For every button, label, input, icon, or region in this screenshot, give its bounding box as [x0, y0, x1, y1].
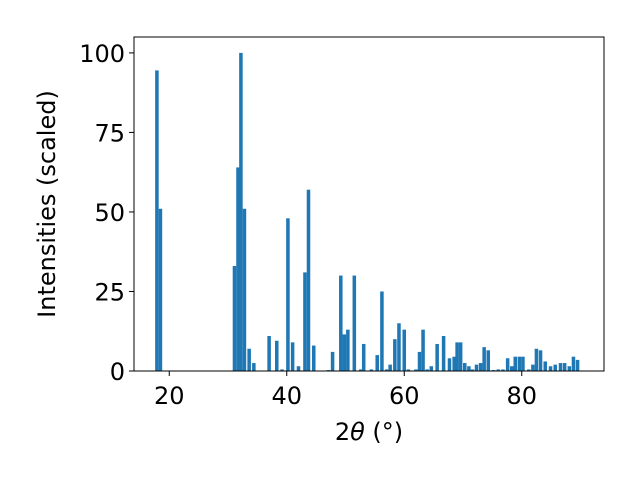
bar: [455, 342, 459, 371]
bar: [352, 275, 357, 371]
bar: [517, 356, 522, 371]
bar: [380, 291, 384, 371]
x-tick-label: 80: [506, 382, 537, 410]
bar: [486, 350, 491, 371]
bar: [505, 358, 510, 371]
x-axis-label-symbol: θ: [350, 418, 365, 446]
bar: [306, 189, 311, 371]
bar: [252, 363, 256, 371]
bar: [384, 369, 389, 371]
bar: [452, 356, 456, 371]
bar: [247, 348, 251, 371]
bar: [342, 334, 347, 371]
bar: [548, 366, 553, 371]
bar: [521, 356, 525, 371]
y-tick-label: 25: [94, 278, 125, 306]
bar: [286, 218, 290, 371]
y-tick-label: 100: [79, 40, 125, 68]
x-axis-label: 2θ (°): [335, 418, 403, 446]
bar: [402, 329, 407, 371]
bar: [275, 340, 279, 371]
bar: [441, 336, 446, 371]
y-tick-label: 0: [110, 358, 125, 386]
bar: [474, 364, 479, 371]
bar: [239, 52, 243, 372]
bar: [267, 336, 271, 371]
bar: [312, 345, 316, 371]
bar: [393, 339, 397, 371]
bar: [296, 366, 301, 371]
bar: [527, 369, 531, 371]
bar: [470, 369, 475, 371]
bar: [510, 366, 514, 371]
bar: [571, 356, 576, 371]
bar: [406, 369, 411, 371]
bar: [369, 369, 374, 371]
bar: [543, 361, 548, 371]
bar: [421, 329, 425, 371]
bar: [435, 343, 439, 371]
bar: [290, 342, 295, 371]
bar: [425, 369, 429, 371]
bar: [553, 364, 557, 371]
bar: [534, 348, 539, 371]
bar: [513, 356, 518, 371]
x-axis-ticks: 20 40 60 80: [154, 371, 537, 410]
bar: [359, 369, 363, 371]
bar: [242, 208, 247, 371]
bar: [388, 364, 392, 371]
y-axis-ticks: 0 25 50 75 100: [79, 40, 134, 386]
bar: [463, 363, 467, 371]
bar: [501, 369, 505, 371]
bar: [531, 364, 535, 371]
bar: [562, 363, 567, 371]
y-tick-label: 75: [94, 119, 125, 147]
x-axis-label-prefix: 2: [335, 418, 350, 446]
bar: [567, 366, 572, 371]
bar: [482, 347, 486, 371]
bar-series: [155, 52, 580, 372]
y-tick-label: 50: [94, 199, 125, 227]
bar: [397, 323, 401, 371]
bar: [575, 359, 580, 371]
bar: [339, 275, 343, 371]
bar: [375, 355, 379, 371]
bar: [330, 351, 335, 371]
bar: [361, 343, 366, 371]
bar: [346, 329, 350, 371]
bar: [467, 366, 471, 371]
plot-frame: [133, 36, 605, 372]
x-tick-label: 20: [154, 382, 185, 410]
bar: [236, 167, 240, 371]
x-tick-label: 40: [271, 382, 302, 410]
bar: [155, 70, 159, 372]
bar: [496, 369, 501, 371]
bar: [538, 350, 543, 371]
bar: [303, 272, 307, 371]
bar: [417, 351, 422, 371]
bar: [158, 208, 163, 371]
x-tick-label: 60: [389, 382, 420, 410]
bar: [429, 366, 434, 371]
bar: [458, 342, 463, 371]
bar: [447, 358, 452, 371]
y-axis-label: Intensities (scaled): [33, 90, 61, 318]
x-axis-label-suffix: (°): [365, 418, 403, 446]
bar: [232, 266, 237, 371]
bar: [558, 363, 563, 371]
bar: [478, 363, 483, 371]
bar: [280, 369, 284, 371]
bar: [414, 369, 418, 371]
